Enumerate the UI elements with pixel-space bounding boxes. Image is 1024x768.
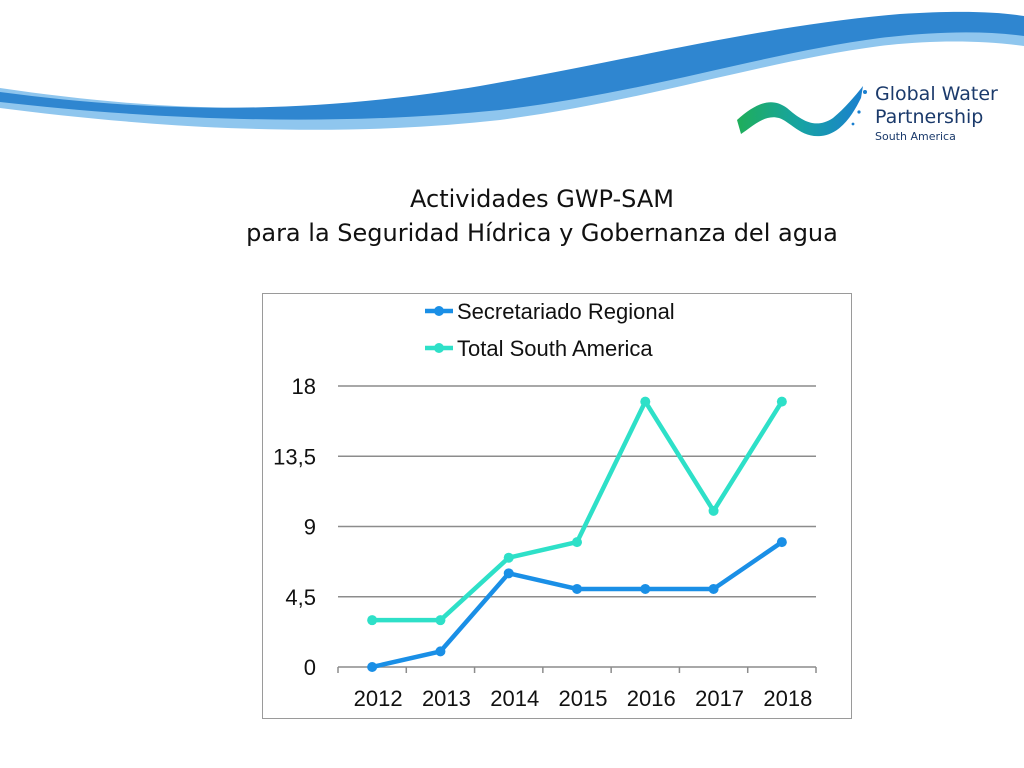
gwp-wave-icon [737,86,867,137]
logo-line-3: South America [875,130,956,143]
data-point [435,646,446,657]
slide-title-line-1: Actividades GWP-SAM [410,185,674,213]
x-tick-label: 2015 [559,686,608,711]
series-line [371,540,784,670]
logo-line-1: Global Water [875,83,998,105]
data-point [708,505,719,516]
x-tick-label: 2016 [627,686,676,711]
y-tick-label: 4,5 [285,585,316,610]
chart-canvas: 0 4,5 9 13,5 18 2012 2013 2014 2015 2016 2017 2018 S… [273,299,817,711]
slide-title: Actividades GWP-SAM para la Seguridad Hí… [0,182,1024,250]
y-tick-label: 18 [292,374,316,399]
data-point [640,583,651,594]
x-tick-label: 2018 [763,686,812,711]
y-tick-label: 0 [304,655,316,680]
data-point [503,552,514,563]
data-point [776,396,787,407]
legend-label: Total South America [457,336,653,361]
data-point [503,568,514,579]
data-point [435,615,446,626]
logo-line-2: Partnership [875,106,984,128]
data-point [640,396,651,407]
data-point [572,537,582,548]
line-chart: 0 4,5 9 13,5 18 2012 2013 2014 2015 2016 2017 2018 S… [262,293,852,719]
x-tick-label: 2014 [490,686,539,711]
y-tick-label: 13,5 [273,444,316,469]
x-tick-label: 2017 [695,686,744,711]
slide-title-line-2: para la Seguridad Hídrica y Gobernanza d… [246,219,838,247]
header-wave-decoration [0,0,1024,130]
data-point [776,537,787,548]
gwp-logo: Global Water Partnership South America [735,78,1005,148]
x-tick-label: 2012 [354,686,403,711]
data-point [572,583,582,594]
y-tick-label: 9 [304,515,316,540]
data-point [708,583,719,594]
legend-label: Secretariado Regional [457,299,675,324]
legend-swatch-marker [434,306,444,316]
data-point [367,615,378,626]
legend-swatch-marker [434,343,444,353]
x-tick-label: 2013 [422,686,471,711]
data-point [367,662,378,672]
